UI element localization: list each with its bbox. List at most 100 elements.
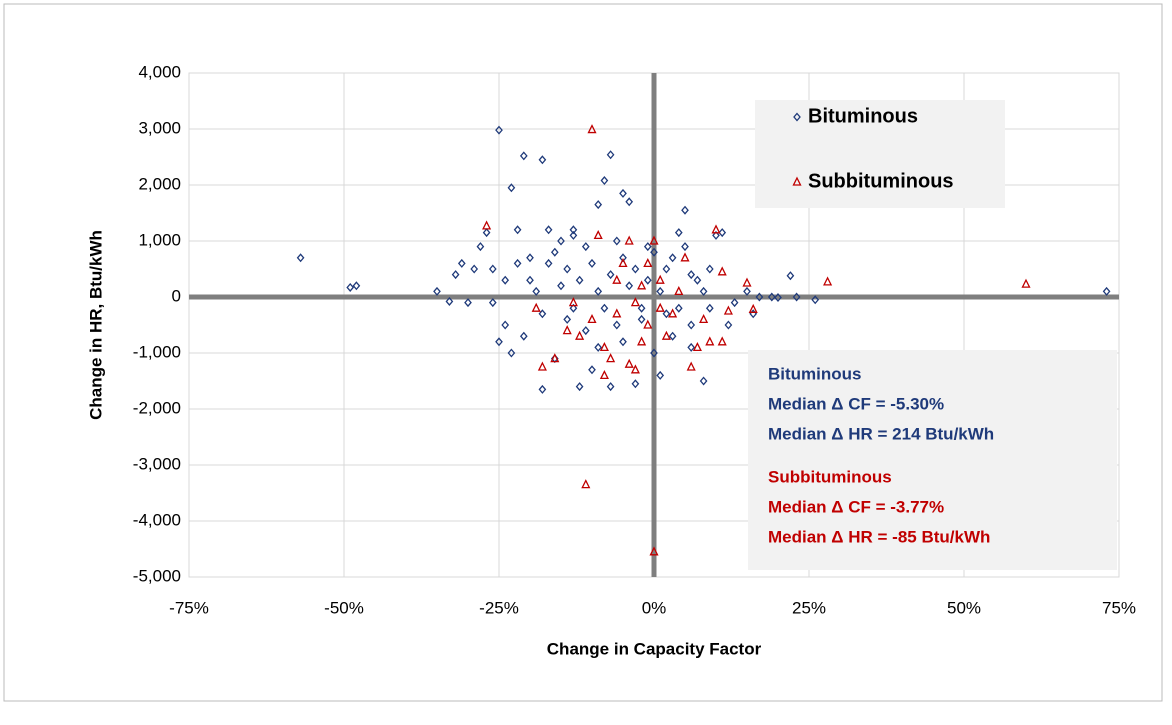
point — [637, 303, 646, 313]
point — [575, 330, 585, 340]
point — [606, 353, 616, 363]
point — [668, 308, 678, 318]
point — [507, 183, 516, 193]
point — [544, 225, 553, 235]
point — [587, 124, 597, 134]
y-tick-label: 3,000 — [138, 118, 181, 137]
point — [1102, 286, 1111, 296]
point — [569, 303, 578, 313]
point — [550, 247, 559, 257]
point — [588, 365, 596, 375]
annotation: Median Δ CF = -5.30% — [768, 394, 944, 413]
annotation: Bituminous — [768, 364, 862, 383]
point — [774, 293, 782, 303]
point — [346, 282, 355, 292]
point — [625, 197, 634, 207]
point — [705, 336, 715, 346]
point — [624, 358, 634, 368]
x-tick-label: 0% — [642, 598, 667, 617]
point — [488, 264, 497, 274]
point — [661, 330, 671, 340]
point — [705, 303, 714, 313]
point — [507, 348, 516, 358]
point — [649, 546, 659, 556]
x-tick-label: -50% — [324, 598, 364, 617]
point — [693, 275, 702, 285]
point — [519, 331, 528, 341]
annotation: Median Δ HR = 214 Btu/kWh — [768, 424, 994, 443]
point — [730, 298, 739, 308]
point — [823, 276, 833, 286]
point — [699, 376, 708, 386]
x-tick-label: -75% — [169, 598, 209, 617]
point — [687, 270, 696, 280]
point — [526, 275, 534, 285]
point — [606, 270, 615, 280]
point — [662, 264, 671, 274]
point — [618, 257, 628, 268]
point — [743, 286, 751, 296]
point — [538, 155, 547, 165]
point — [755, 292, 764, 302]
point — [482, 220, 492, 230]
point — [557, 236, 565, 246]
point — [537, 361, 547, 371]
point — [643, 242, 652, 252]
point — [630, 297, 640, 307]
point — [655, 274, 665, 284]
point — [712, 230, 720, 240]
point — [692, 341, 702, 352]
point — [699, 313, 709, 324]
point — [674, 228, 683, 238]
point — [643, 257, 653, 268]
point — [630, 364, 640, 374]
point — [1021, 278, 1031, 288]
point — [488, 298, 497, 308]
x-tick-label: 25% — [792, 598, 826, 617]
legend-label: Subbituminous — [808, 170, 954, 192]
point — [606, 150, 615, 160]
point — [457, 258, 466, 268]
point — [562, 325, 572, 335]
point — [637, 336, 647, 346]
point — [643, 275, 652, 285]
legend-label: Bituminous — [808, 105, 918, 127]
point — [513, 258, 522, 268]
point — [581, 479, 591, 489]
x-tick-label: 50% — [947, 598, 981, 617]
point — [600, 303, 609, 313]
point — [593, 229, 603, 240]
y-tick-label: 1,000 — [138, 230, 181, 249]
x-tick-label: -25% — [479, 598, 519, 617]
point — [513, 225, 522, 235]
y-tick-label: 4,000 — [138, 62, 181, 81]
annotation: Median Δ HR = -85 Btu/kWh — [768, 527, 990, 546]
point — [433, 286, 441, 296]
point — [581, 326, 590, 336]
y-tick-label: -5,000 — [133, 566, 181, 585]
point — [619, 337, 627, 347]
point — [575, 382, 584, 392]
point — [656, 370, 665, 380]
y-tick-label: -3,000 — [133, 454, 181, 473]
point — [705, 264, 714, 274]
point — [717, 336, 727, 346]
point — [600, 176, 609, 186]
point — [724, 320, 733, 330]
point — [748, 303, 758, 313]
annotation: Median Δ CF = -3.77% — [768, 497, 944, 516]
point — [575, 275, 584, 285]
point — [637, 280, 647, 290]
point — [599, 341, 609, 352]
point — [650, 348, 658, 358]
point — [476, 242, 485, 252]
point — [501, 320, 510, 330]
point — [532, 286, 541, 296]
point — [482, 228, 491, 238]
y-tick-label: -1,000 — [133, 342, 181, 361]
point — [656, 286, 665, 296]
point — [531, 302, 541, 312]
point — [612, 274, 622, 284]
point — [786, 271, 795, 281]
point — [742, 277, 752, 287]
